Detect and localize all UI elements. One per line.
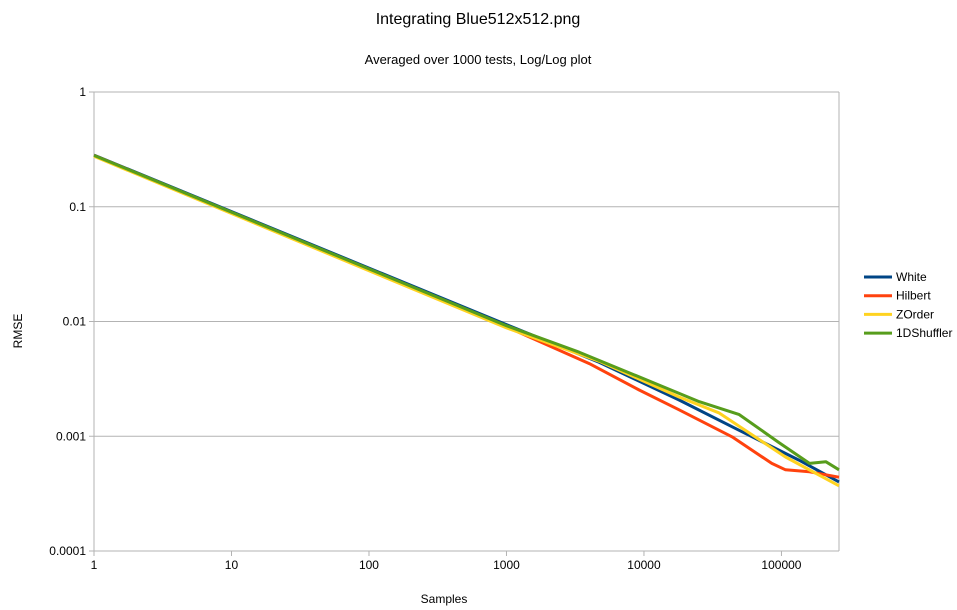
x-tick-label: 100000 (761, 558, 801, 572)
series-line-zorder (93, 154, 840, 488)
y-tick-label: 0.0001 (49, 544, 86, 558)
y-tick-label: 0.01 (63, 315, 87, 329)
x-tick-label: 10000 (627, 558, 661, 572)
legend-label: Hilbert (896, 289, 931, 303)
x-tick-label: 1000 (493, 558, 520, 572)
series-line-hilbert (93, 154, 840, 479)
x-tick-label: 10 (225, 558, 239, 572)
x-tick-label: 100 (359, 558, 379, 572)
x-tick-label: 1 (91, 558, 98, 572)
y-tick-label: 0.1 (69, 200, 86, 214)
y-axis-label: RMSE (11, 314, 25, 349)
legend-label: ZOrder (896, 307, 934, 321)
y-tick-label: 1 (79, 85, 86, 99)
legend-label: White (896, 270, 927, 284)
legend-label: 1DShuffler (896, 326, 952, 340)
x-axis-label: Samples (421, 592, 468, 606)
series-line-1dshuffler (93, 154, 840, 472)
chart-title: Integrating Blue512x512.png (376, 11, 581, 28)
chart-subtitle: Averaged over 1000 tests, Log/Log plot (365, 52, 592, 67)
y-tick-label: 0.001 (56, 429, 86, 443)
